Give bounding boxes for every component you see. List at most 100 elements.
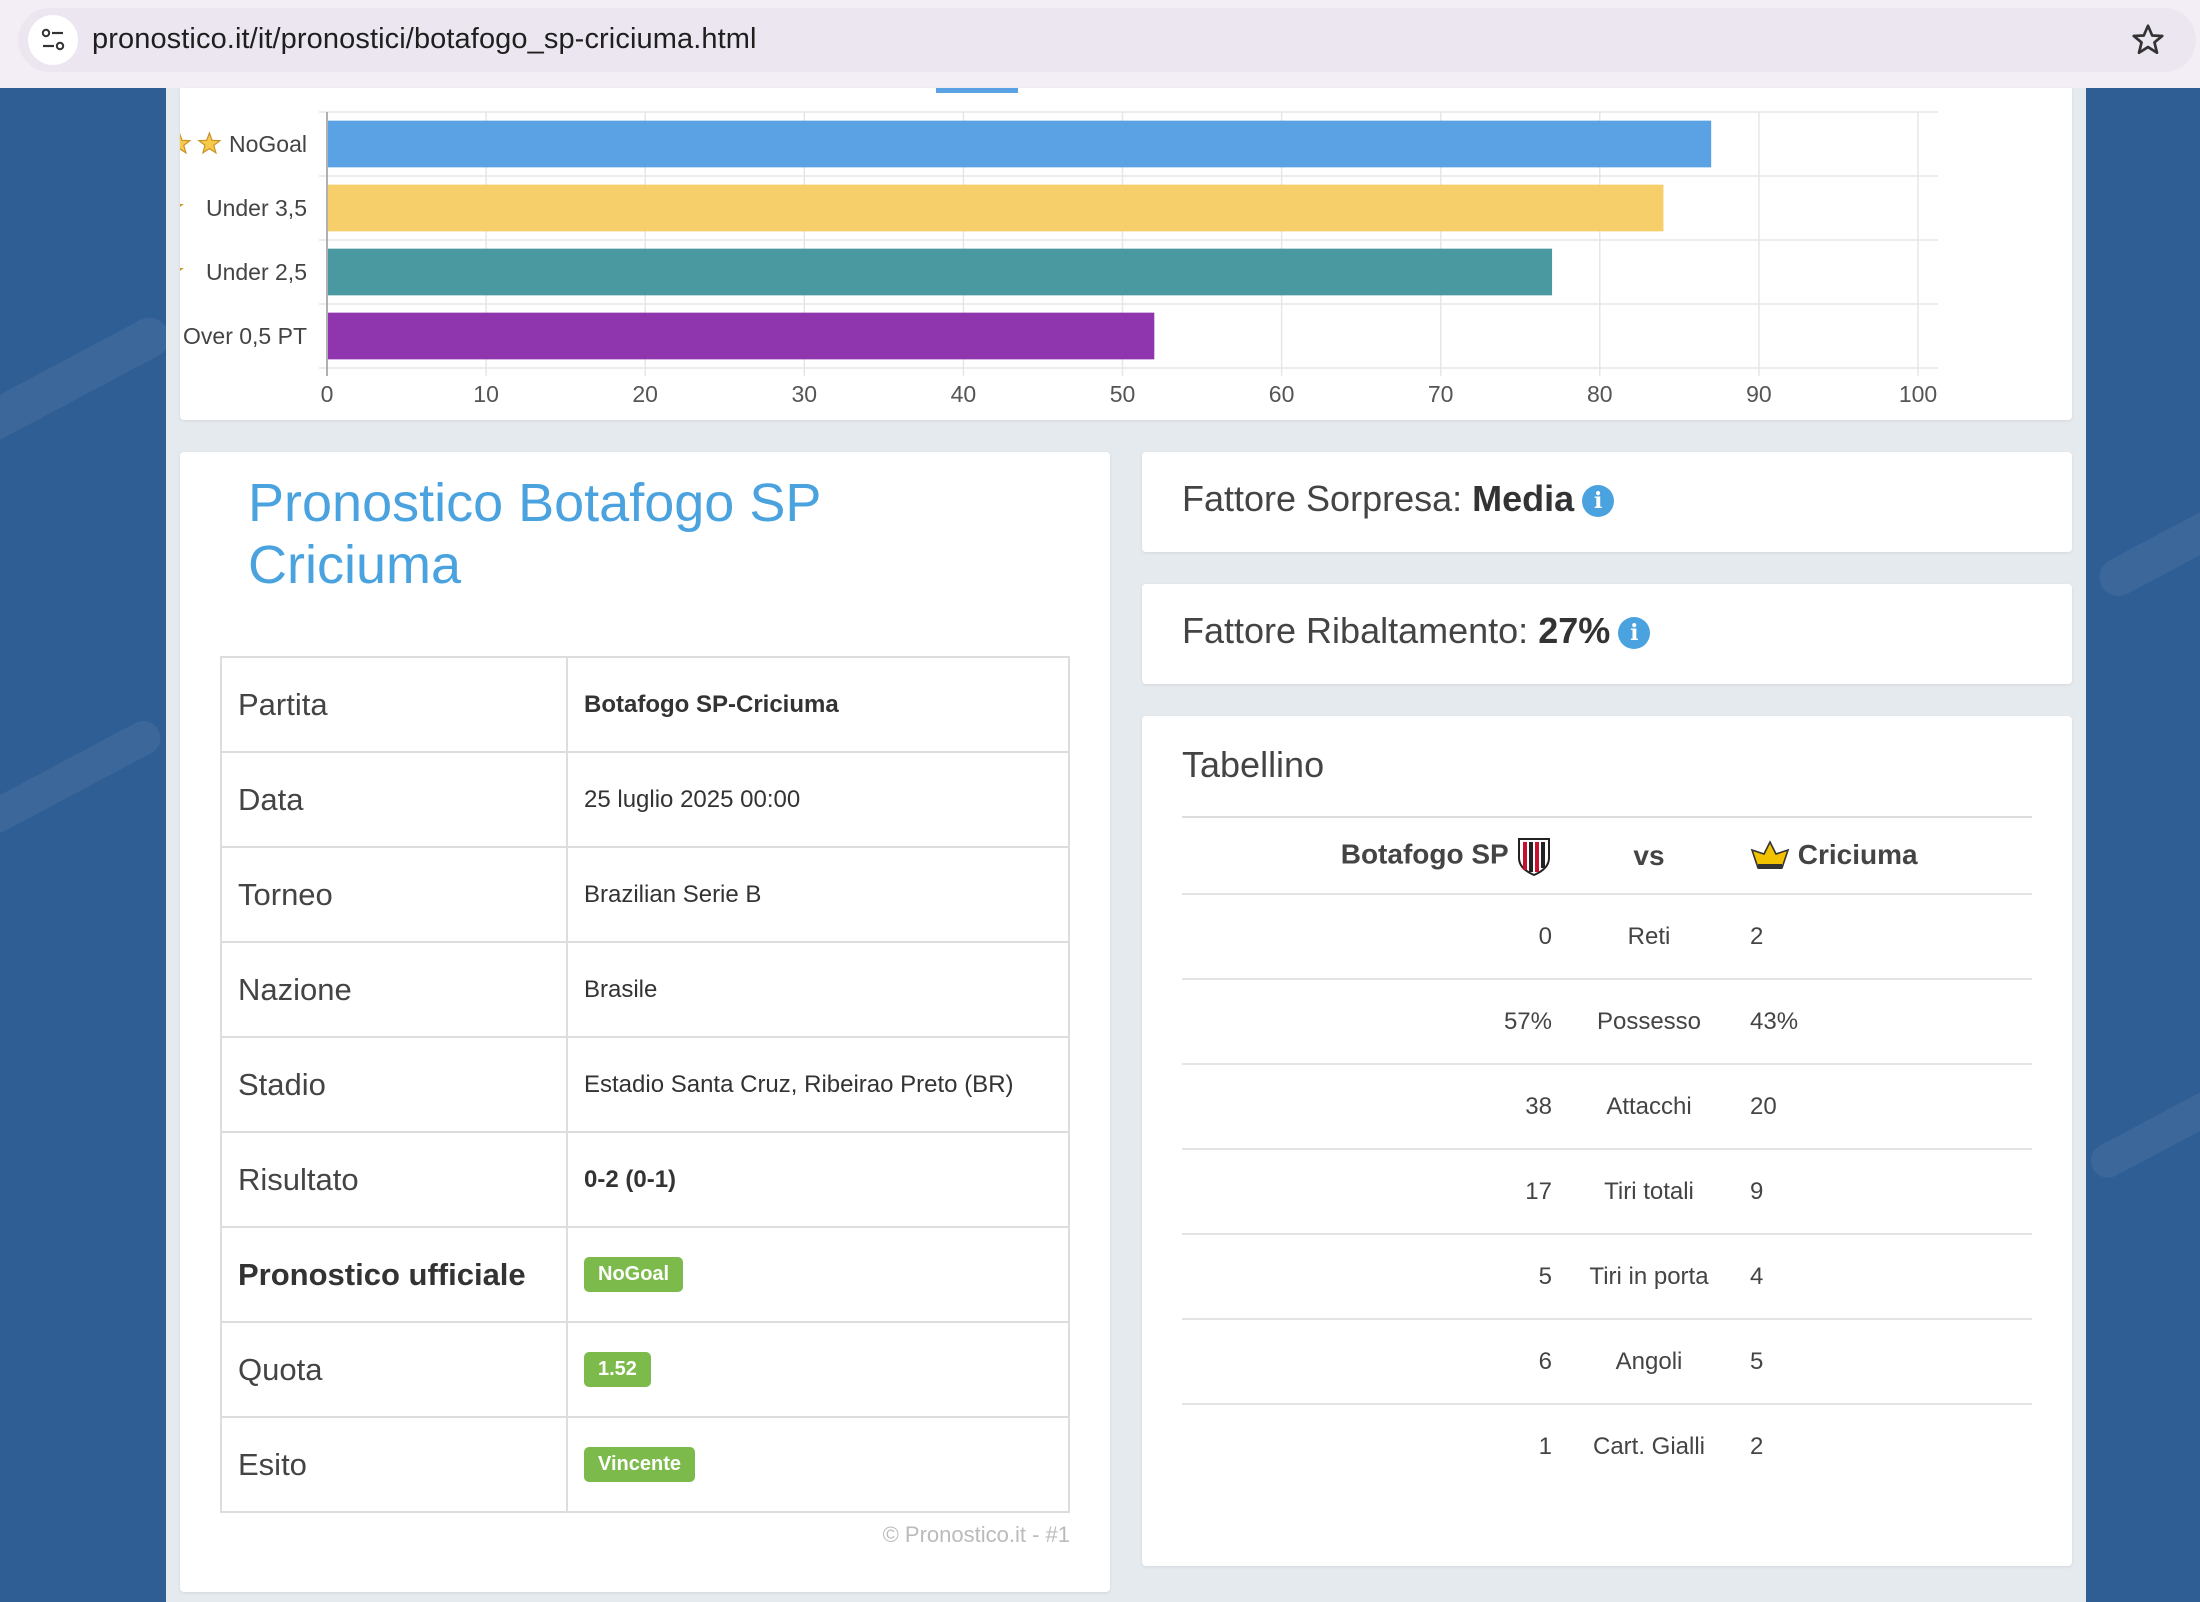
page-content: NoGoal Under 3,5 Under 2,5 Over 0,5 PT 0 10 2…	[166, 88, 2086, 1602]
stat-label: Reti	[1554, 894, 1744, 980]
away-stat-value: 20	[1744, 1064, 2032, 1150]
surprise-factor-card: Fattore Sorpresa: Media i	[1142, 452, 2072, 552]
info-row: Partita Botafogo SP-Criciuma	[220, 656, 1070, 753]
site-settings-icon	[41, 28, 65, 51]
y-tick-label: Over 0,5 PT	[183, 323, 307, 349]
prediction-card: Pronostico Botafogo SP Criciuma Partita B…	[180, 452, 1110, 1592]
bar	[328, 248, 1553, 296]
criciuma-crest-icon	[1750, 840, 1790, 870]
info-row: Esito Vincente	[220, 1416, 1070, 1513]
info-value: Estadio Santa Cruz, Ribeirao Preto (BR)	[566, 1036, 1070, 1133]
info-row: Pronostico ufficiale NoGoal	[220, 1226, 1070, 1323]
home-team-header: Botafogo SP	[1182, 818, 1554, 895]
y-tick-label: Under 3,5	[206, 195, 307, 221]
info-row: Quota 1.52	[220, 1321, 1070, 1418]
background-stroke	[0, 310, 177, 450]
info-label: Esito	[220, 1416, 568, 1513]
x-tick-label: 70	[1428, 381, 1454, 407]
home-team-name: Botafogo SP	[1340, 837, 1509, 869]
bookmark-star-icon[interactable]	[2130, 22, 2166, 58]
stat-row: 6 Angoli 5	[1182, 1319, 2032, 1405]
away-stat-value: 9	[1744, 1149, 2032, 1235]
info-value: Vincente	[566, 1416, 1070, 1513]
away-team-name: Criciuma	[1797, 838, 1918, 870]
info-row: Torneo Brazilian Serie B	[220, 846, 1070, 943]
stat-label: Angoli	[1554, 1319, 1744, 1405]
page-title: Pronostico Botafogo SP Criciuma	[248, 473, 821, 595]
info-icon[interactable]: i	[1618, 617, 1651, 649]
y-tick-label: Under 2,5	[206, 259, 307, 285]
info-label: Risultato	[220, 1131, 568, 1228]
star-icon	[180, 267, 184, 272]
info-label: Pronostico ufficiale	[220, 1226, 568, 1323]
match-stats-table: Botafogo SP vs	[1182, 818, 2032, 1489]
overturn-factor: Fattore Ribaltamento: 27% i	[1182, 610, 1651, 652]
x-tick-label: 50	[1110, 381, 1136, 407]
surprise-factor: Fattore Sorpresa: Media i	[1182, 478, 1615, 520]
probability-chart-card: NoGoal Under 3,5 Under 2,5 Over 0,5 PT 0 10 2…	[180, 88, 2072, 420]
info-row: Data 25 luglio 2025 00:00	[220, 751, 1070, 848]
stat-row: 17 Tiri totali 9	[1182, 1149, 2032, 1235]
stat-label: Possesso	[1554, 979, 1744, 1065]
away-stat-value: 4	[1744, 1234, 2032, 1320]
info-value: NoGoal	[566, 1226, 1070, 1323]
status-badge: NoGoal	[584, 1257, 684, 1292]
info-value: Brazilian Serie B	[566, 846, 1070, 943]
overturn-factor-card: Fattore Ribaltamento: 27% i	[1142, 584, 2072, 684]
home-stat-value: 0	[1182, 894, 1554, 980]
x-tick-label: 40	[951, 381, 977, 407]
x-tick-label: 10	[473, 381, 499, 407]
stat-row: 38 Attacchi 20	[1182, 1064, 2032, 1150]
info-label: Nazione	[220, 941, 568, 1038]
status-badge: 1.52	[584, 1352, 651, 1387]
info-row: Nazione Brasile	[220, 941, 1070, 1038]
address-bar[interactable]: pronostico.it/it/pronostici/botafogo_sp-…	[18, 8, 2196, 72]
home-stat-value: 17	[1182, 1149, 1554, 1235]
background-stroke	[0, 715, 167, 839]
x-tick-label: 90	[1746, 381, 1772, 407]
url-text[interactable]: pronostico.it/it/pronostici/botafogo_sp-…	[92, 23, 757, 55]
home-stat-value: 5	[1182, 1234, 1554, 1320]
probability-bar-chart: NoGoal Under 3,5 Under 2,5 Over 0,5 PT 0 10 2…	[180, 88, 1938, 407]
stat-row: 5 Tiri in porta 4	[1182, 1234, 2032, 1320]
x-tick-label: 100	[1899, 381, 1937, 407]
background-stroke	[2092, 475, 2200, 603]
stat-row: 1 Cart. Gialli 2	[1182, 1404, 2032, 1489]
info-value: Botafogo SP-Criciuma	[566, 656, 1070, 753]
home-stat-value: 38	[1182, 1064, 1554, 1150]
info-row: Risultato 0-2 (0-1)	[220, 1131, 1070, 1228]
home-stat-value: 1	[1538, 1433, 1552, 1460]
x-tick-label: 60	[1269, 381, 1295, 407]
match-info-table: Partita Botafogo SP-Criciuma Data 25 luglio…	[220, 656, 1070, 1513]
info-label: Data	[220, 751, 568, 848]
x-tick-label: 20	[632, 381, 658, 407]
x-tick-label: 80	[1587, 381, 1613, 407]
away-team-header: Criciuma	[1744, 818, 2032, 895]
site-info-button[interactable]	[28, 15, 78, 65]
stat-label: Tiri totali	[1554, 1149, 1744, 1235]
bar	[328, 120, 1712, 168]
info-label: Stadio	[220, 1036, 568, 1133]
away-stat-value: 2	[1744, 894, 2032, 980]
away-stat-value: 43%	[1744, 979, 2032, 1065]
stat-row: 0 Reti 2	[1182, 894, 2032, 980]
match-stats-card: Tabellino Botafogo SP vs	[1142, 716, 2072, 1566]
chart-legend-swatch	[936, 88, 1018, 93]
info-value: 25 luglio 2025 00:00	[566, 751, 1070, 848]
info-row: Stadio Estadio Santa Cruz, Ribeirao Preto…	[220, 1036, 1070, 1133]
match-stats-title: Tabellino	[1182, 744, 1325, 785]
background-stroke	[2084, 1050, 2200, 1184]
info-value: 0-2 (0-1)	[566, 1131, 1070, 1228]
away-stat-value: 5	[1744, 1319, 2032, 1405]
stat-label: Cart. Gialli	[1592, 1433, 1706, 1460]
star-icon	[180, 203, 184, 208]
star-icon	[197, 131, 222, 155]
info-icon[interactable]: i	[1582, 485, 1615, 517]
copyright-text: © Pronostico.it - #1	[882, 1522, 1070, 1547]
home-stat-value: 6	[1182, 1319, 1554, 1405]
botafogo-crest-icon	[1518, 837, 1550, 876]
home-stat-value: 57%	[1182, 979, 1554, 1065]
y-tick-label: NoGoal	[229, 131, 307, 157]
info-value: Brasile	[566, 941, 1070, 1038]
overturn-factor-label: Fattore Ribaltamento:	[1182, 610, 1529, 651]
